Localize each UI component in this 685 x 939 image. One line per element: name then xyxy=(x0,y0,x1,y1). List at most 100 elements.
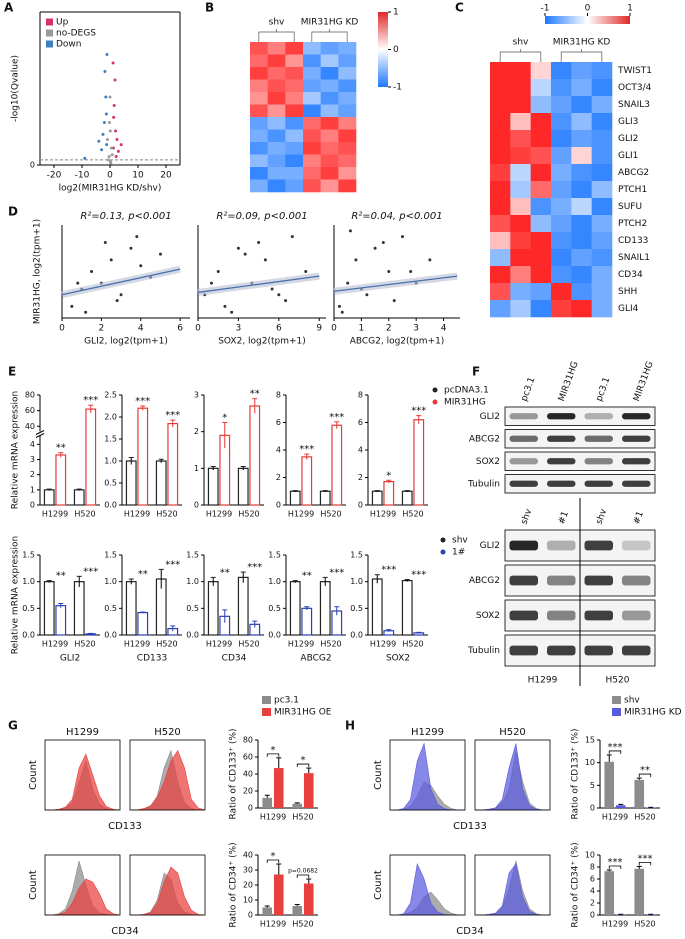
heatmap-cell xyxy=(571,198,592,216)
band xyxy=(509,480,538,487)
bar xyxy=(319,490,331,506)
heatmap-cell xyxy=(591,198,613,216)
heatmap-cell xyxy=(250,104,268,118)
plot-title: H1299 xyxy=(411,727,444,738)
significance: *** xyxy=(411,570,426,581)
heatmap-cell xyxy=(551,300,572,318)
x-tick-label: H520 xyxy=(634,813,655,822)
heatmap-cell xyxy=(510,62,531,80)
y-tick-label: 2.5 xyxy=(104,391,117,400)
heatmap-cell xyxy=(591,181,613,199)
significance: *** xyxy=(165,559,180,570)
significance: ** xyxy=(220,567,230,578)
y-tick-label: 4 xyxy=(358,446,363,455)
point xyxy=(135,235,139,239)
heatmap-cell xyxy=(250,54,268,68)
point xyxy=(381,240,385,244)
heatmap-cell xyxy=(490,198,511,216)
bar xyxy=(137,407,149,506)
legend-swatch xyxy=(262,696,271,704)
plot-frame xyxy=(129,854,206,916)
point xyxy=(103,240,107,244)
significance: * xyxy=(386,470,391,481)
heatmap-cell xyxy=(267,54,286,68)
x-tick-label: H520 xyxy=(402,510,423,519)
heatmap-cell xyxy=(510,130,531,148)
band xyxy=(622,480,651,487)
y-tick-label: 1.5 xyxy=(350,551,363,560)
x-axis-label: GLI2 xyxy=(60,654,80,664)
y-tick-label: 1.5 xyxy=(268,551,281,560)
blot-frame xyxy=(504,451,656,471)
heatmap-cell xyxy=(530,232,552,250)
heatmap-cell xyxy=(338,117,357,130)
heatmap-cell xyxy=(303,104,321,118)
y-tick-label: 0.5 xyxy=(104,604,117,613)
trend-line xyxy=(61,268,181,296)
x-tick-label: H520 xyxy=(292,813,313,822)
y-tick-label: 1.0 xyxy=(104,577,117,586)
heatmap-cell xyxy=(591,113,613,131)
point xyxy=(115,138,119,141)
point xyxy=(107,155,111,158)
lane-label: shv xyxy=(595,507,610,526)
point xyxy=(109,161,113,165)
histogram xyxy=(475,863,550,916)
row-label: GLI3 xyxy=(618,117,638,127)
legend-marker xyxy=(432,387,438,393)
heatmap-cell xyxy=(571,215,592,233)
y-tick-label: 30 xyxy=(243,866,253,875)
heatmap-cell xyxy=(285,54,304,68)
legend-label: Up xyxy=(56,18,69,28)
plot-frame xyxy=(44,854,121,916)
y-tick-label: 6 xyxy=(276,418,281,427)
heatmap-cell xyxy=(320,142,339,155)
y-axis-label: Ratio of CD34⁺ (%) xyxy=(229,842,239,927)
axis-break xyxy=(35,430,45,435)
heatmap-cell xyxy=(551,96,572,114)
point xyxy=(216,270,220,273)
x-tick-label: H520 xyxy=(320,640,341,649)
axis-break xyxy=(36,431,44,436)
point xyxy=(365,293,369,297)
heatmap-cell xyxy=(490,181,511,199)
heatmap-cell xyxy=(591,130,613,148)
heatmap-cell xyxy=(320,104,339,118)
band xyxy=(509,575,538,586)
point xyxy=(257,240,261,244)
heatmap-cell xyxy=(571,300,592,318)
y-tick-label: 8 xyxy=(276,391,281,400)
heatmap-cell xyxy=(490,300,511,318)
x-tick-label: -20 xyxy=(47,171,62,181)
heatmap-cell xyxy=(490,283,511,301)
significance: * xyxy=(271,745,276,756)
heatmap-cell xyxy=(303,54,321,68)
heatmap-cell xyxy=(571,181,592,199)
histogram xyxy=(45,878,121,916)
bar xyxy=(207,467,219,506)
y-tick-label: 4 xyxy=(30,440,35,449)
group-label: shv xyxy=(269,18,285,28)
point xyxy=(105,53,109,56)
y-tick-label: 2 xyxy=(590,899,595,908)
significance: *** xyxy=(638,853,653,864)
band xyxy=(547,610,576,621)
point xyxy=(230,310,234,314)
bar xyxy=(125,460,137,506)
point xyxy=(104,112,108,116)
heatmap-cell xyxy=(510,249,531,267)
row-label: SNAIL3 xyxy=(618,100,650,110)
heatmap-cell xyxy=(591,283,613,301)
y-tick-label: 3 xyxy=(194,391,199,400)
significance-bracket xyxy=(608,750,622,754)
band xyxy=(547,413,576,420)
significance: *** xyxy=(135,396,150,407)
y-tick-label: 4 xyxy=(590,887,595,896)
heatmap-cell xyxy=(591,79,613,97)
heatmap-cell xyxy=(591,300,613,318)
annotation: R²=0.09, p<0.001 xyxy=(216,211,307,222)
x-tick-label: H1299 xyxy=(42,640,68,649)
row-label: SHH xyxy=(618,287,637,297)
heatmap-cell xyxy=(551,130,572,148)
point xyxy=(90,270,94,273)
